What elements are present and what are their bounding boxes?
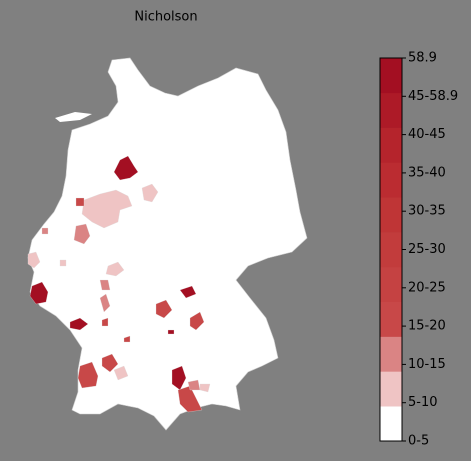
region [101,317,109,327]
colorbar-tick-label: 25-30 [408,242,446,257]
region [27,251,41,269]
colorbar-tick-label: 0-5 [408,434,429,449]
colorbar-tick-label: 5-10 [408,395,438,410]
region [69,317,89,331]
colorbar-segment [380,301,402,337]
region [141,183,159,203]
germany-map [27,57,308,431]
region [99,279,111,291]
region [167,329,175,335]
region [113,365,129,381]
region [29,281,49,305]
colorbar-tick-label: 40-45 [408,127,446,142]
colorbar-tick-label: 10-15 [408,357,446,372]
colorbar-segment [380,266,402,303]
island [55,112,92,122]
colorbar-segment [380,371,402,407]
region [199,383,211,393]
region [75,197,85,207]
region [179,285,197,299]
region [189,311,205,331]
region [113,155,139,181]
colorbar-tick-label: 20-25 [408,280,446,295]
colorbar-tick-label: 45-58.9 [408,89,458,104]
region [59,259,67,267]
region [101,353,119,373]
region [105,261,125,277]
colorbar-tick-label: 30-35 [408,204,446,219]
region [73,223,91,245]
colorbar-segment [380,92,402,128]
region [77,361,99,389]
region [81,189,133,229]
map-title: Nicholson [134,10,197,25]
colorbar-segment [380,232,402,268]
colorbar-segment [380,58,402,94]
colorbar-segment [380,336,402,372]
region [155,299,173,319]
colorbar-segment [380,406,402,442]
colorbar-tick-label: 15-20 [408,319,446,334]
region [41,227,49,235]
region [187,379,201,391]
country-outline [27,57,308,431]
colorbar-segment [380,162,402,198]
colorbar-tick-label: 58.9 [408,51,437,66]
colorbar: 0-5 5-10 10-15 15-20 20-25 25-30 30-35 35-40 40-… [379,51,458,449]
colorbar-segment [380,197,402,233]
region [171,365,187,391]
colorbar-tick-label: 35-40 [408,165,446,180]
region [123,335,131,343]
colorbar-segment [380,127,402,163]
region [99,293,111,313]
